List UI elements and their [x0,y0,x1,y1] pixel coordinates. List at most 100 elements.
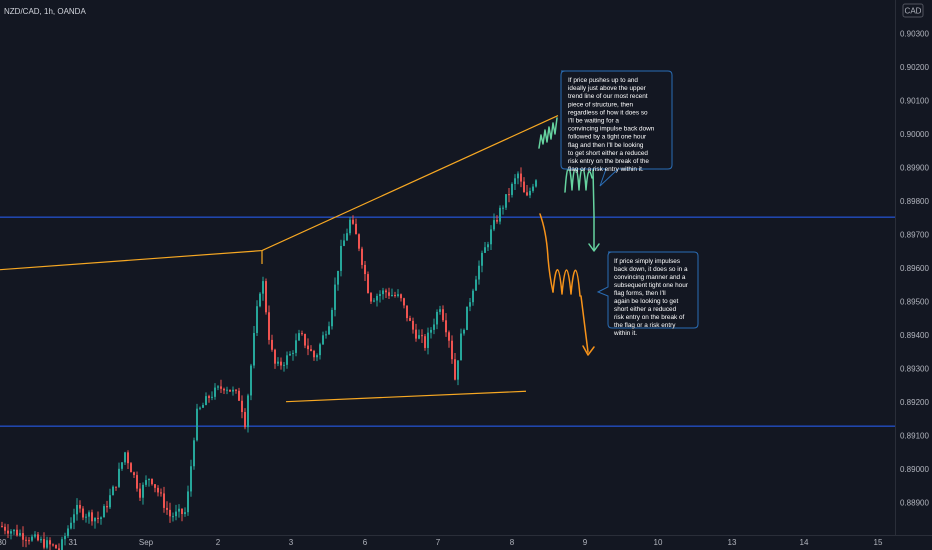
price-tick-label: 0.90300 [900,30,929,39]
candle [280,357,282,370]
currency-label: CAD [905,7,922,16]
candle [37,531,39,542]
candle [382,287,384,300]
candle [205,392,207,406]
candle [496,215,498,224]
candle [247,393,249,433]
candle [514,174,516,190]
candle [25,536,27,548]
candle [394,291,396,298]
bullish-scenario-note[interactable]: If price pushes up to and ideally just ab… [560,70,673,187]
price-tick-label: 0.89300 [900,365,929,374]
candle [175,504,177,521]
price-tick-label: 0.88900 [900,499,929,508]
candles [1,167,537,550]
candle [445,313,447,337]
candle [391,288,393,297]
candle [421,329,423,344]
time-tick-label: 2 [216,538,221,547]
candle [127,450,129,470]
candle [364,261,366,282]
candle [415,323,417,342]
trendline-rising-support[interactable] [285,390,527,403]
candle [355,218,357,235]
time-tick-label: 13 [728,538,737,547]
bearish-scenario-text: If price simply impulses back down, it do… [613,258,689,337]
candle [499,205,501,225]
candle [112,485,114,496]
candle [490,225,492,250]
time-tick-label: 14 [800,538,809,547]
currency-badge[interactable] [902,3,924,18]
candle [58,543,60,550]
candle [526,184,528,197]
candle [283,361,285,372]
candle [517,171,519,185]
candle [196,403,198,442]
candle [208,394,210,403]
candle [295,333,297,357]
candle [172,512,174,522]
candle [76,498,78,521]
candle [466,306,468,331]
price-tick-label: 0.90100 [900,97,929,106]
candle [61,536,63,550]
candle [388,287,390,300]
candle [328,321,330,336]
candle [262,276,264,301]
time-tick-label: 30 [0,538,7,547]
candle [424,333,426,351]
candle [511,182,513,198]
candle [55,544,57,549]
candle [412,317,414,334]
candle [310,345,312,352]
bearish-scenario-note[interactable]: If price simply impulses back down, it do… [596,251,699,337]
candle [166,501,168,515]
candle [502,205,504,215]
candle [178,504,180,518]
candle [265,278,267,315]
time-tick-label: 9 [583,538,588,547]
candle [202,402,204,408]
candle [244,408,246,430]
candle [430,327,432,339]
candle [157,485,159,497]
candle [337,270,339,291]
candle [436,309,438,330]
candle [13,529,15,535]
candle [397,289,399,298]
candle [427,327,429,355]
candle [478,260,480,285]
candle [124,451,126,465]
price-tick-label: 0.89100 [900,432,929,441]
candle [163,486,165,513]
candle [457,360,459,386]
candle [139,483,141,502]
price-tick-label: 0.89600 [900,264,929,273]
candle [184,507,186,517]
candle [118,462,120,488]
candle [484,242,486,254]
time-tick-label: Sep [139,538,154,547]
candle [442,305,444,323]
candle [409,315,411,322]
candle [250,363,252,401]
candle [85,513,87,523]
candle [319,342,321,360]
price-tick-label: 0.90200 [900,63,929,72]
candle [211,391,213,401]
candle [346,228,348,241]
candle [403,297,405,309]
price-axis: 0.90300 0.90200 0.90100 0.90000 0.89900 0.898… [900,30,929,508]
candle [79,500,81,513]
candle [304,333,306,349]
time-tick-label: 8 [510,538,515,547]
candle [379,290,381,303]
candle [361,246,363,269]
candle [223,387,225,394]
candle [532,183,534,193]
candle [145,475,147,487]
candle [19,529,21,537]
